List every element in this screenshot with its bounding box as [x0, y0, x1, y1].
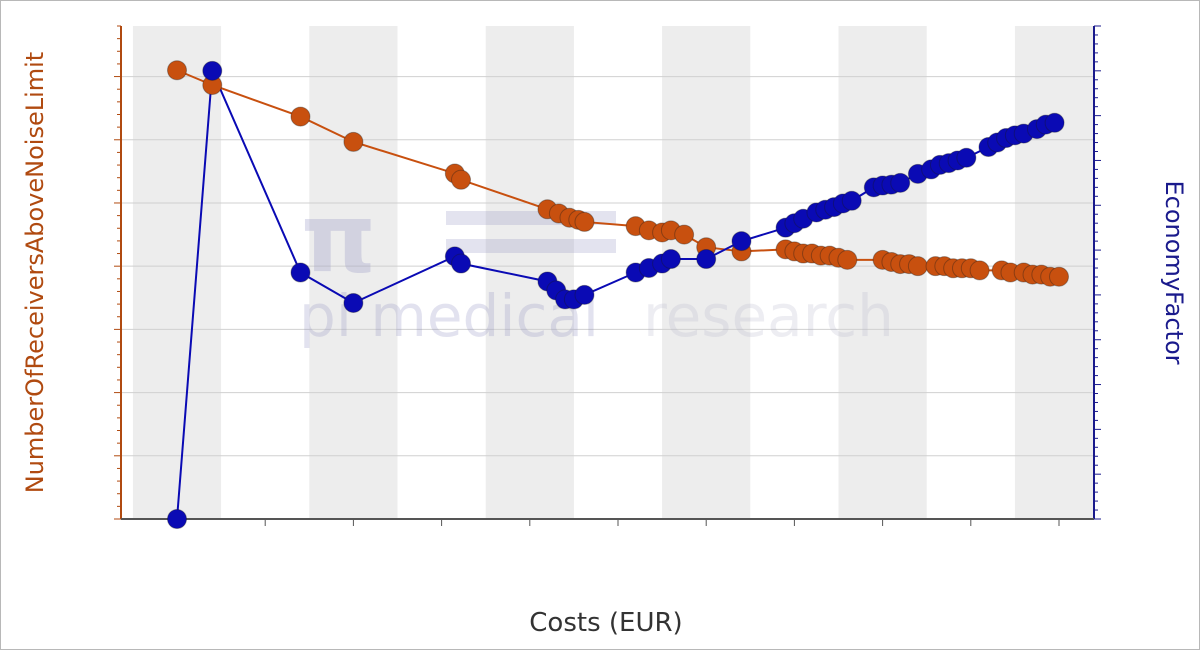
background-band [485, 26, 574, 519]
series-points [167, 60, 1069, 529]
data-point-left [837, 249, 858, 270]
background-band [309, 26, 398, 519]
data-point-left [674, 224, 695, 245]
data-point-left [451, 169, 472, 190]
y-axis-title-right: EconomyFactor [1160, 181, 1188, 365]
watermark-text: research [643, 282, 894, 350]
data-point-right [202, 60, 223, 81]
data-point-right [167, 509, 187, 529]
data-point-left [969, 260, 990, 281]
data-point-right [696, 249, 717, 270]
data-point-right [890, 172, 911, 193]
data-point-left [343, 131, 364, 152]
data-point-left [1049, 266, 1069, 287]
data-point-right [660, 249, 681, 270]
data-point-left [167, 60, 187, 81]
x-axis-title: Costs (EUR) [529, 608, 682, 638]
y-axis-title-left: NumberOfReceiversAboveNoiseLimit [21, 52, 49, 493]
watermark-bar [446, 239, 616, 253]
data-point-right [956, 147, 977, 168]
data-point-right [731, 231, 752, 252]
data-point-left [574, 211, 595, 232]
watermark-logo: π [301, 184, 376, 294]
data-point-right [343, 292, 364, 313]
data-point-right [290, 262, 311, 283]
data-point-right [841, 190, 862, 211]
data-point-right [574, 284, 595, 305]
data-point-left [907, 256, 928, 277]
data-point-right [1044, 112, 1065, 133]
data-point-left [290, 106, 311, 127]
data-point-right [451, 253, 472, 274]
axes [114, 25, 1101, 526]
background-band [662, 26, 751, 519]
background-band [132, 26, 222, 519]
